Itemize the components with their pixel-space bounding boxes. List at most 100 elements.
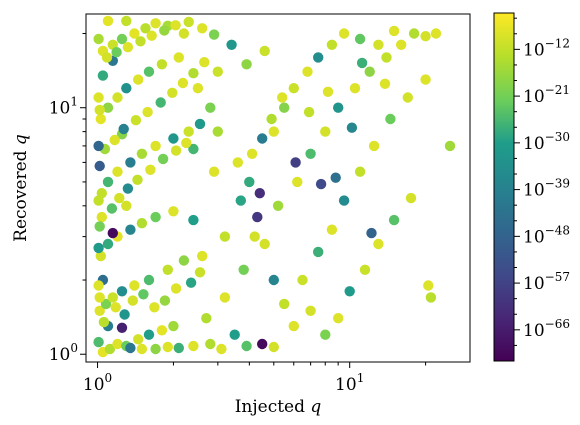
- data-point: [388, 214, 400, 226]
- data-point: [354, 33, 366, 45]
- data-point: [114, 192, 125, 204]
- data-point: [405, 192, 417, 204]
- data-point: [94, 160, 105, 172]
- y-axis-label: Recovered q: [11, 134, 31, 242]
- data-point: [297, 274, 308, 286]
- data-point: [132, 174, 143, 185]
- data-point: [303, 106, 315, 118]
- data-point: [129, 28, 140, 39]
- data-point: [272, 200, 284, 211]
- data-point: [219, 292, 231, 303]
- x-tick-label: 101: [335, 371, 364, 395]
- data-point: [226, 39, 237, 50]
- data-point: [288, 320, 299, 332]
- data-point: [125, 157, 136, 168]
- data-point: [216, 343, 227, 355]
- data-point: [379, 78, 391, 90]
- data-point: [122, 183, 134, 194]
- data-point: [173, 342, 184, 354]
- data-point: [167, 87, 178, 99]
- data-point: [430, 28, 442, 39]
- data-point: [102, 176, 114, 188]
- data-point: [349, 83, 361, 94]
- data-point: [402, 92, 413, 103]
- plot-frame: [85, 13, 471, 363]
- data-point: [93, 140, 104, 152]
- x-axis-ticks: 100 101: [83, 362, 427, 395]
- data-point: [194, 118, 206, 130]
- data-point: [205, 338, 216, 350]
- data-point: [145, 164, 156, 175]
- data-point: [107, 292, 119, 303]
- data-point: [121, 15, 132, 27]
- data-point: [208, 166, 220, 177]
- data-point: [122, 42, 134, 53]
- data-point: [109, 134, 120, 146]
- data-point: [93, 33, 104, 45]
- data-point: [93, 242, 104, 254]
- data-point: [130, 115, 142, 126]
- data-point: [313, 52, 324, 63]
- data-point: [112, 338, 123, 350]
- data-point: [150, 211, 161, 223]
- data-point: [364, 66, 375, 77]
- data-point: [268, 274, 279, 286]
- data-point: [381, 52, 392, 63]
- data-point: [288, 83, 299, 94]
- x-axis-label: Injected q: [235, 397, 322, 417]
- data-point: [100, 298, 112, 310]
- data-point: [244, 176, 255, 188]
- data-point: [326, 39, 338, 50]
- data-point: [388, 25, 400, 37]
- data-point: [366, 227, 377, 239]
- data-point: [320, 126, 331, 137]
- data-point: [205, 102, 216, 113]
- colorbar-gradient: [493, 12, 515, 362]
- data-point: [162, 341, 173, 353]
- data-point: [344, 286, 355, 297]
- colorbar-tick-label: 10−57: [523, 270, 570, 294]
- data-point: [168, 320, 179, 332]
- data-point: [183, 16, 194, 28]
- colorbar-tick-label: 10−30: [523, 130, 570, 154]
- data-point: [95, 113, 107, 125]
- data-point: [252, 211, 263, 223]
- data-point: [101, 52, 113, 63]
- data-point: [313, 246, 324, 258]
- data-point: [302, 66, 313, 77]
- data-point: [277, 92, 288, 103]
- y-tick-label: 101: [49, 95, 78, 119]
- data-point: [268, 126, 279, 137]
- data-point: [135, 36, 146, 47]
- colorbar-tick-label: 10−48: [523, 223, 570, 247]
- y-tick-label: 100: [49, 341, 78, 365]
- data-point: [143, 329, 155, 340]
- data-point: [333, 313, 344, 324]
- data-point: [97, 70, 109, 81]
- data-point: [208, 29, 220, 40]
- data-point: [188, 143, 199, 155]
- data-point: [259, 45, 270, 57]
- data-point: [129, 280, 140, 291]
- data-point: [173, 52, 184, 63]
- data-point: [116, 286, 128, 297]
- data-point: [305, 305, 316, 316]
- data-point: [201, 313, 212, 324]
- data-point: [423, 280, 434, 291]
- data-point: [181, 137, 192, 149]
- data-point: [425, 292, 437, 303]
- data-point: [241, 59, 252, 70]
- data-points: [93, 15, 456, 358]
- colorbar-tick-label: 10−21: [523, 83, 570, 107]
- data-point: [112, 166, 123, 177]
- data-point: [229, 329, 240, 340]
- data-point: [232, 157, 243, 168]
- data-point: [305, 148, 316, 159]
- data-point: [156, 59, 168, 70]
- data-point: [238, 264, 249, 275]
- data-point: [259, 238, 270, 250]
- data-point: [127, 295, 138, 306]
- data-point: [170, 283, 182, 294]
- data-point: [150, 140, 161, 152]
- data-point: [188, 214, 199, 226]
